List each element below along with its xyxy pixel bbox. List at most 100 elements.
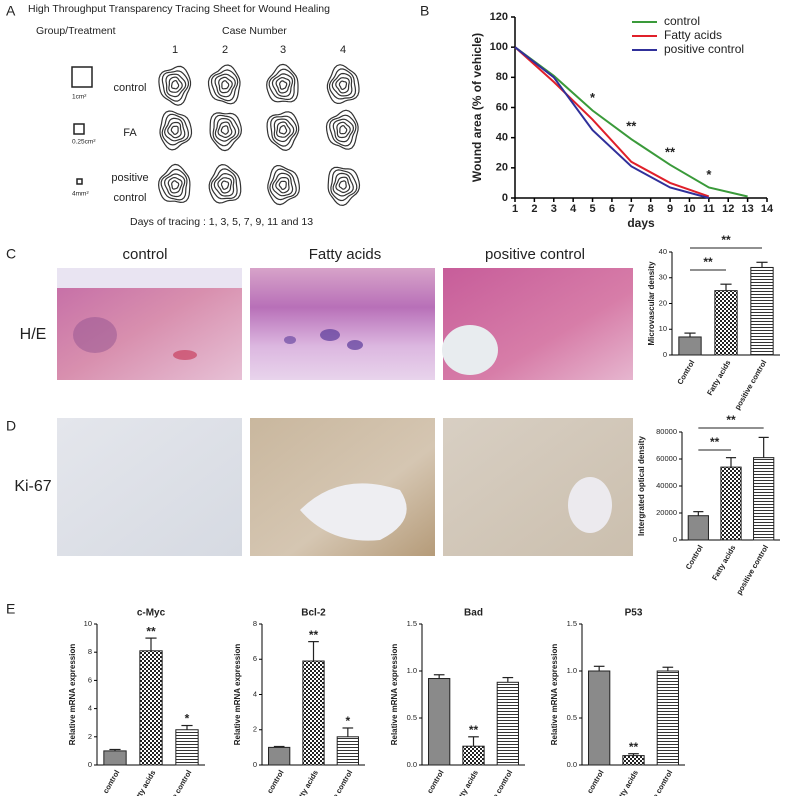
significance-mark: * [185, 712, 190, 726]
tracing-ring [278, 124, 288, 135]
tracing-ring [339, 124, 348, 135]
bar [302, 660, 325, 766]
tracing-ring [214, 73, 236, 98]
tracing-ring [161, 70, 189, 102]
group-label: control [113, 82, 146, 94]
y-tick-label: 0 [253, 760, 257, 769]
x-tick-label: fatty acids [614, 768, 640, 796]
tracing-ring [214, 117, 237, 142]
y-tick-label: 2 [88, 732, 92, 741]
y-tick-label: 40 [659, 247, 667, 256]
y-tick-label: 0 [673, 535, 677, 544]
tracing-ring [163, 173, 186, 198]
tracing-ring [273, 118, 295, 143]
histology-images [57, 268, 633, 556]
case-number: 3 [280, 44, 286, 56]
scale-label: 4mm² [72, 191, 89, 198]
x-tick-label: Fatty acids [705, 358, 732, 396]
bar [720, 466, 742, 541]
significance-mark: * [706, 167, 712, 182]
tracing-ring [209, 112, 243, 152]
y-tick-label: 60000 [656, 454, 677, 463]
y-axis-label: Microvascular density [647, 261, 656, 346]
tracing-ring [207, 64, 241, 105]
significance-mark: ** [703, 255, 713, 269]
significance-mark: ** [146, 624, 156, 638]
y-tick-label: 8 [253, 619, 257, 628]
significance-mark: ** [721, 233, 731, 247]
tracing-ring [335, 77, 350, 94]
panel-label: E [6, 601, 15, 617]
y-axis-label: Wound area (% of vehicle) [470, 33, 484, 182]
bar [678, 336, 702, 356]
tracing-ring [266, 63, 299, 103]
y-tick-label: 4 [88, 704, 92, 713]
series-line [514, 46, 710, 199]
y-tick-label: 0.5 [567, 713, 577, 722]
bar [496, 681, 519, 766]
y-tick-label: 8 [88, 647, 92, 656]
scale-square [76, 178, 83, 185]
tissue-feature [284, 336, 296, 344]
x-tick-label: positive control [734, 543, 770, 596]
significance-mark: ** [710, 435, 720, 449]
y-axis-label: Relative mRNA expression [390, 644, 399, 746]
significance-mark: ** [629, 740, 639, 754]
case-number: 4 [340, 44, 346, 56]
legend-label: positive control [664, 42, 744, 56]
scale-label: 0.25cm² [72, 139, 96, 146]
row-label: Ki-67 [14, 478, 51, 495]
y-tick-label: 0 [663, 350, 667, 359]
x-tick-label: positive control [479, 768, 515, 796]
legend-label: Fatty acids [664, 28, 722, 42]
tissue-feature [442, 325, 498, 375]
tracing-ring [270, 115, 298, 147]
ki67-control-image [57, 418, 242, 556]
scale-square [73, 123, 85, 135]
x-tick-label: 5 [589, 203, 595, 215]
tracing-ring [165, 73, 187, 98]
tracing-ring [269, 168, 297, 201]
tracing-ring [338, 80, 348, 91]
tracing-ring [159, 110, 193, 151]
y-tick-label: 40 [496, 132, 508, 144]
legend-label: control [664, 14, 700, 28]
tissue-feature [347, 340, 363, 350]
y-tick-label: 80000 [656, 427, 677, 436]
x-tick-label: 14 [761, 203, 774, 215]
y-tick-label: 1.5 [567, 619, 577, 628]
x-tick-label: control [425, 768, 446, 795]
x-tick-label: 10 [683, 203, 695, 215]
tracing-ring [167, 177, 183, 194]
y-axis-label: Relative mRNA expression [68, 644, 77, 746]
significance-mark: ** [665, 144, 676, 159]
bar [139, 650, 163, 766]
tracing-ring [268, 68, 296, 101]
panel-label: A [6, 3, 16, 19]
series-line [514, 46, 748, 198]
bar [103, 750, 127, 766]
y-tick-label: 80 [496, 71, 508, 83]
scale-square [71, 66, 93, 88]
y-tick-label: 20000 [656, 508, 677, 517]
chart-title: c-Myc [137, 608, 166, 619]
y-tick-label: 0.0 [407, 760, 417, 769]
x-tick-label: Control [684, 543, 705, 571]
image-background [57, 268, 242, 288]
column-label: positive control [485, 246, 585, 263]
x-tick-label: Control [675, 358, 696, 386]
y-tick-label: 120 [490, 11, 508, 23]
x-tick-label: fatty acids [294, 768, 320, 796]
tracing-ring [275, 121, 291, 138]
x-tick-label: 1 [512, 203, 518, 215]
panel-label: C [6, 246, 16, 262]
tracing-ring [163, 117, 186, 142]
tracing-ring [325, 109, 359, 150]
chart-title: P53 [625, 608, 643, 619]
tracing-ring [329, 114, 357, 147]
tracing-ring [271, 73, 294, 98]
tracing-ring [278, 80, 288, 90]
tracing-ring [326, 64, 360, 105]
significance-mark: ** [469, 723, 479, 737]
